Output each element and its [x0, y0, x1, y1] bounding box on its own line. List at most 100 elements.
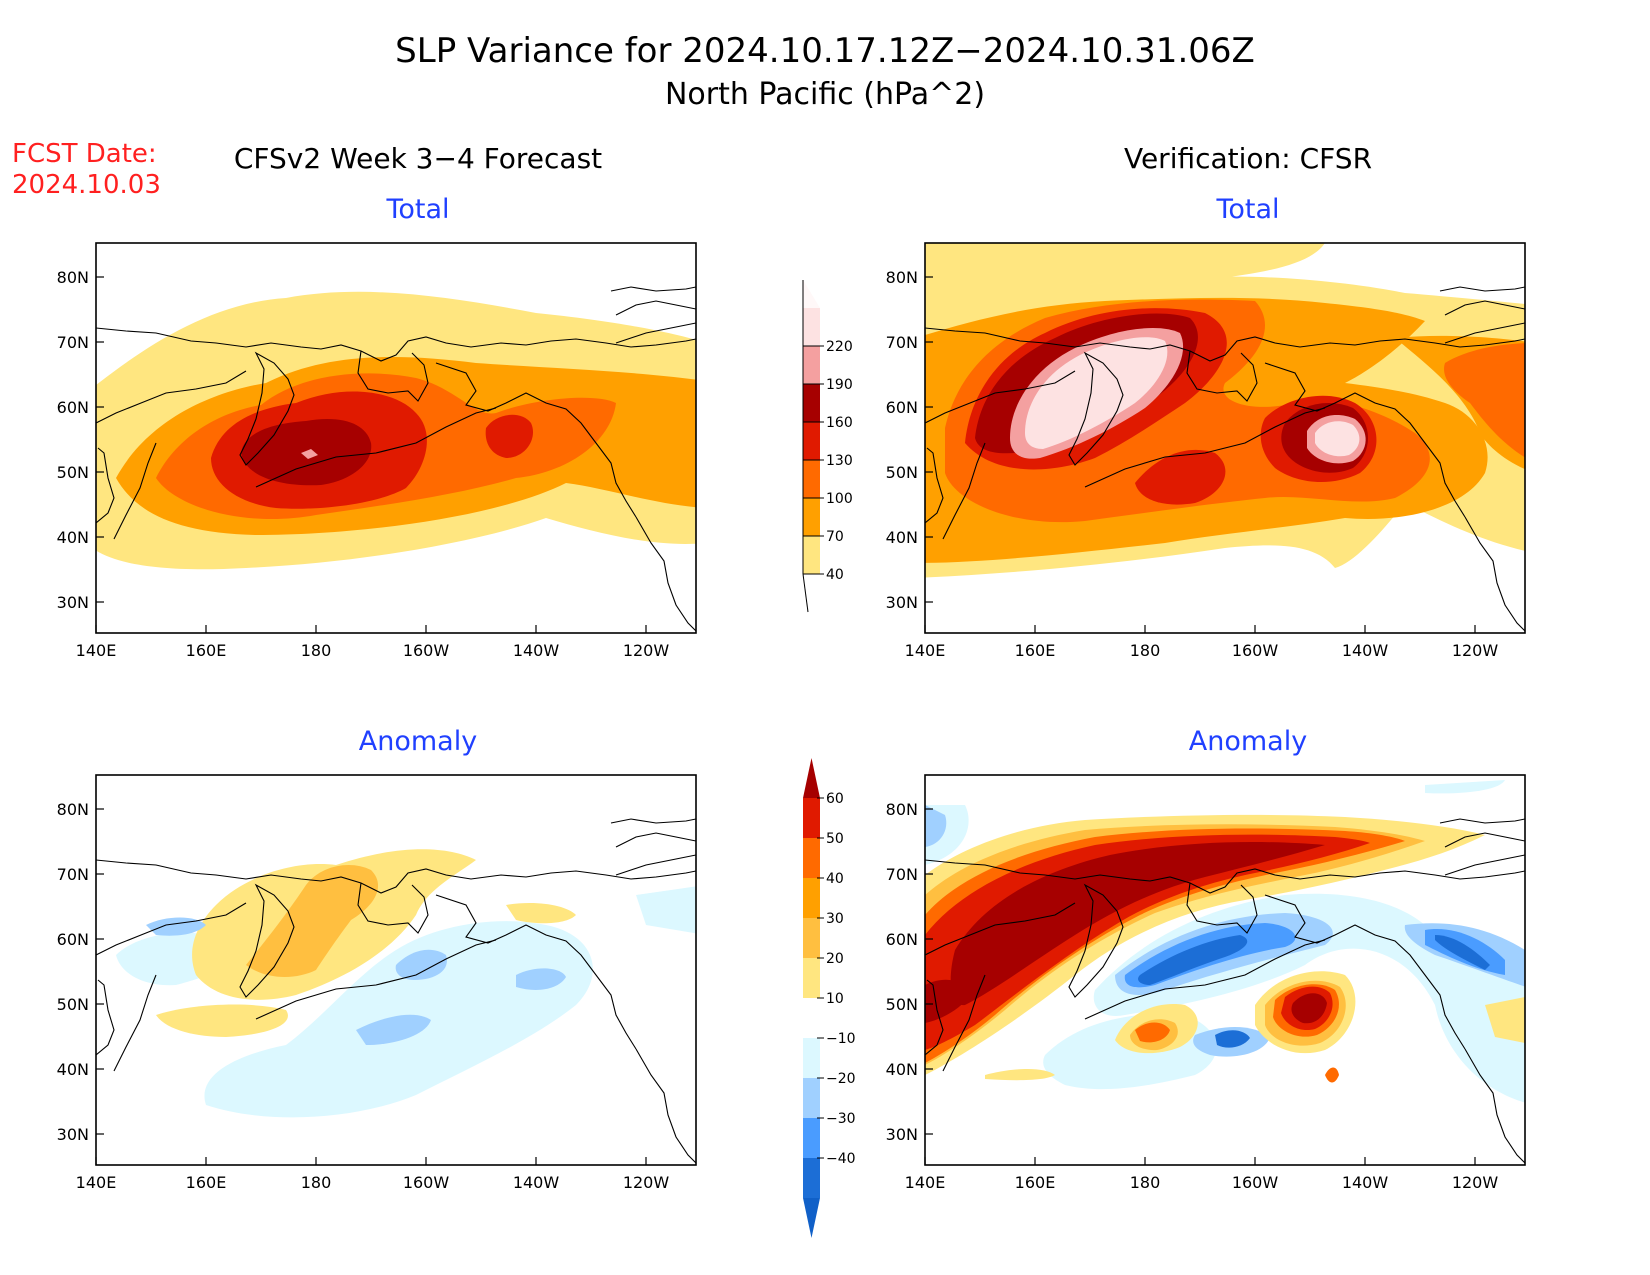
colorbar-anomaly-box	[803, 798, 820, 838]
colorbar-total-label: 130	[826, 453, 853, 469]
right-column-title: Verification: CFSR	[1124, 142, 1372, 175]
colorbar-total-label: 190	[826, 377, 853, 393]
y-tick-label: 60N	[886, 930, 918, 949]
colorbar-anomaly-label: 20	[826, 951, 844, 967]
panel-frame	[924, 242, 1526, 634]
y-tick-label: 50N	[57, 995, 89, 1014]
x-tick-label: 180	[1130, 1173, 1161, 1192]
colorbar-anomaly-label: 60	[826, 791, 844, 807]
colorbar-anomaly-label: −10	[826, 1031, 856, 1047]
panel-frame	[924, 774, 1526, 1166]
colorbar-bottom-tail	[802, 573, 809, 613]
x-tick-label: 160W	[1232, 641, 1279, 660]
y-tick-label: 60N	[57, 930, 89, 949]
map-panel-verification-total	[924, 242, 1526, 634]
colorbar-anomaly-label: 30	[826, 911, 844, 927]
x-tick-label: 140W	[513, 1173, 560, 1192]
colorbar-anomaly: 60 50 40 30 20 10 −10 −20 −30 −40	[803, 758, 856, 1238]
left-column-title: CFSv2 Week 3−4 Forecast	[234, 142, 602, 175]
x-tick-label: 180	[301, 641, 332, 660]
colorbar-anomaly-label: 40	[826, 871, 844, 887]
map-panel-verification-anomaly	[924, 774, 1526, 1166]
y-tick-label: 30N	[886, 593, 918, 612]
colorbar-total-box	[803, 346, 820, 384]
colorbar-total-label: 220	[826, 339, 853, 355]
colorbar-anomaly-box	[803, 1078, 820, 1118]
colorbar-anomaly-box	[803, 1038, 820, 1078]
y-tick-label: 40N	[57, 528, 89, 547]
shading-forecast-total	[96, 286, 696, 632]
colorbar-anomaly-label: −40	[826, 1151, 856, 1167]
colorbar-total-box	[803, 308, 820, 346]
x-tick-label: 160W	[403, 1173, 450, 1192]
shading-forecast-anomaly	[96, 818, 696, 1164]
y-tick-label: 70N	[57, 865, 89, 884]
x-tick-label: 140W	[513, 641, 560, 660]
x-tick-label: 140E	[76, 1173, 117, 1192]
colorbar-total-label: 70	[826, 529, 844, 545]
panel-title-fc-anomaly: Anomaly	[359, 726, 477, 757]
panel-frame	[95, 774, 697, 1166]
panel-title-cfsr-total: Total	[1215, 194, 1279, 225]
colorbar-anomaly-label: −30	[826, 1111, 856, 1127]
colorbar-top-tip	[803, 280, 820, 308]
y-tick-label: 60N	[57, 398, 89, 417]
y-tick-label: 50N	[886, 463, 918, 482]
x-tick-label: 180	[1130, 641, 1161, 660]
colorbar-anomaly-label: 50	[826, 831, 844, 847]
figure-title-line2: North Pacific (hPa^2)	[665, 77, 985, 112]
y-tick-label: 60N	[886, 398, 918, 417]
x-tick-label: 140E	[76, 641, 117, 660]
y-tick-label: 80N	[57, 268, 89, 287]
colorbar-total-label: 160	[826, 415, 853, 431]
colorbar-anomaly-bottom-arrow	[803, 1198, 820, 1238]
x-tick-label: 160E	[186, 641, 227, 660]
y-tick-label: 80N	[886, 800, 918, 819]
x-tick-label: 140E	[905, 1173, 946, 1192]
x-tick-label: 160E	[1015, 641, 1056, 660]
x-tick-label: 180	[301, 1173, 332, 1192]
colorbar-total-box	[803, 422, 820, 460]
map-panel-forecast-anomaly	[95, 774, 697, 1166]
colorbar-total-label: 40	[826, 567, 844, 583]
colorbar-anomaly-box	[803, 1118, 820, 1158]
axes-layer: 140E 160E 180 160W 140W 120W 80N 70N 60N 50N 40N 30…	[57, 268, 1499, 1192]
colorbar-anomaly-box	[803, 918, 820, 958]
panel-title-cfsr-anomaly: Anomaly	[1189, 726, 1307, 757]
colorbar-anomaly-box	[803, 838, 820, 878]
x-tick-label: 140E	[905, 641, 946, 660]
y-tick-label: 30N	[886, 1125, 918, 1144]
fcst-date-label: FCST Date:	[12, 139, 157, 169]
colorbar-total-label: 100	[826, 491, 853, 507]
shading-verification-total	[925, 243, 1525, 632]
x-tick-label: 160W	[1232, 1173, 1279, 1192]
colorbar-anomaly-top-arrow	[803, 758, 820, 798]
map-panel-forecast-total	[95, 242, 697, 634]
y-tick-label: 70N	[886, 865, 918, 884]
y-tick-label: 50N	[886, 995, 918, 1014]
y-tick-label: 40N	[57, 1060, 89, 1079]
x-tick-label: 140W	[1342, 1173, 1389, 1192]
colorbar-anomaly-box	[803, 1158, 820, 1198]
x-tick-label: 120W	[1452, 641, 1499, 660]
colorbar-anomaly-label: 10	[826, 991, 844, 1007]
x-tick-label: 120W	[623, 1173, 670, 1192]
x-tick-label: 140W	[1342, 641, 1389, 660]
y-tick-label: 30N	[57, 1125, 89, 1144]
colorbar-anomaly-label: −20	[826, 1071, 856, 1087]
colorbar-total-box	[803, 384, 820, 422]
colorbar-total: 40 70 100 130 160 190 220	[802, 280, 853, 613]
x-tick-label: 120W	[1452, 1173, 1499, 1192]
figure-title-line1: SLP Variance for 2024.10.17.12Z−2024.10.…	[395, 31, 1255, 71]
colorbar-anomaly-box	[803, 958, 820, 998]
panel-title-fc-total: Total	[385, 194, 449, 225]
fcst-date-value: 2024.10.03	[12, 170, 161, 200]
y-tick-label: 70N	[57, 333, 89, 352]
y-tick-label: 50N	[57, 463, 89, 482]
y-tick-label: 40N	[886, 1060, 918, 1079]
y-tick-label: 80N	[57, 800, 89, 819]
y-tick-label: 40N	[886, 528, 918, 547]
x-tick-label: 160W	[403, 641, 450, 660]
y-tick-label: 70N	[886, 333, 918, 352]
y-tick-label: 30N	[57, 593, 89, 612]
